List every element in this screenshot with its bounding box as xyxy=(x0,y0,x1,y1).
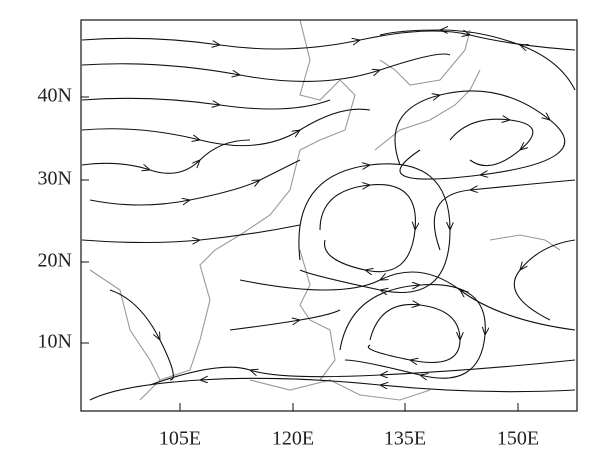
y-tick-label: 10N xyxy=(38,331,72,353)
x-tick-label: 105E xyxy=(159,428,201,450)
y-tick-label: 40N xyxy=(38,85,72,107)
y-tick-label: 20N xyxy=(38,250,72,272)
x-tick-label: 120E xyxy=(272,428,314,450)
coastlines xyxy=(89,20,561,401)
x-axis: 105E 120E 135E 150E xyxy=(159,403,539,450)
map-body xyxy=(81,20,576,401)
y-tick-label: 30N xyxy=(38,168,72,190)
x-tick-label: 135E xyxy=(384,428,426,450)
x-tick-label: 150E xyxy=(497,428,539,450)
map-frame xyxy=(80,19,578,412)
streamlines xyxy=(81,30,576,401)
y-axis: 40N 30N 20N 10N xyxy=(38,85,89,353)
